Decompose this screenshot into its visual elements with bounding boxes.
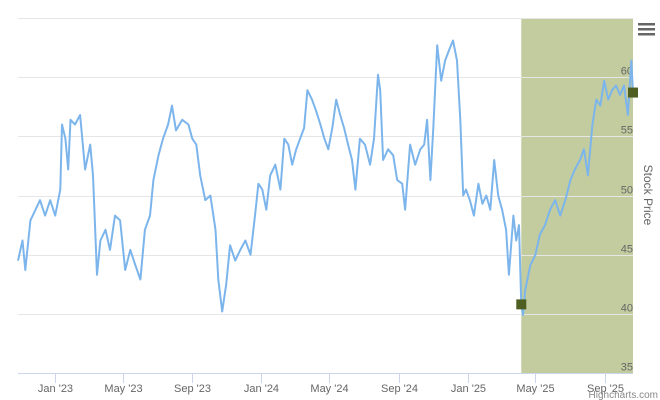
- price-series-line: [17, 39, 634, 316]
- markers: [516, 87, 638, 310]
- x-tick-label: Jan '25: [451, 383, 486, 395]
- y-tick-label: 35: [621, 362, 633, 374]
- x-axis-ticks: Jan '23 May '23 Sep '23 Jan '24 May '24 Sep '…: [38, 373, 624, 395]
- x-tick-label: Sep '23: [174, 383, 211, 395]
- credits-link[interactable]: Highcharts.com: [589, 390, 658, 400]
- hamburger-menu-icon[interactable]: [638, 23, 655, 36]
- y-tick-label: 45: [621, 244, 633, 256]
- x-tick-label: Jan '24: [244, 383, 279, 395]
- x-tick-label: May '24: [310, 383, 348, 395]
- y-tick-label: 50: [621, 185, 633, 197]
- highlight-band: [521, 18, 633, 373]
- x-tick-label: May '23: [104, 383, 142, 395]
- range-marker: [516, 299, 527, 310]
- y-tick-label: 55: [621, 125, 633, 137]
- range-marker: [628, 87, 638, 98]
- grid-lines: [18, 18, 633, 315]
- y-axis-title: Stock Price: [641, 165, 655, 226]
- x-tick-label: Sep '24: [381, 383, 418, 395]
- x-tick-label: Sep '25: [587, 383, 624, 395]
- x-tick-label: Jan '23: [38, 383, 73, 395]
- x-tick-label: May '25: [516, 383, 554, 395]
- y-tick-label: 40: [621, 303, 633, 315]
